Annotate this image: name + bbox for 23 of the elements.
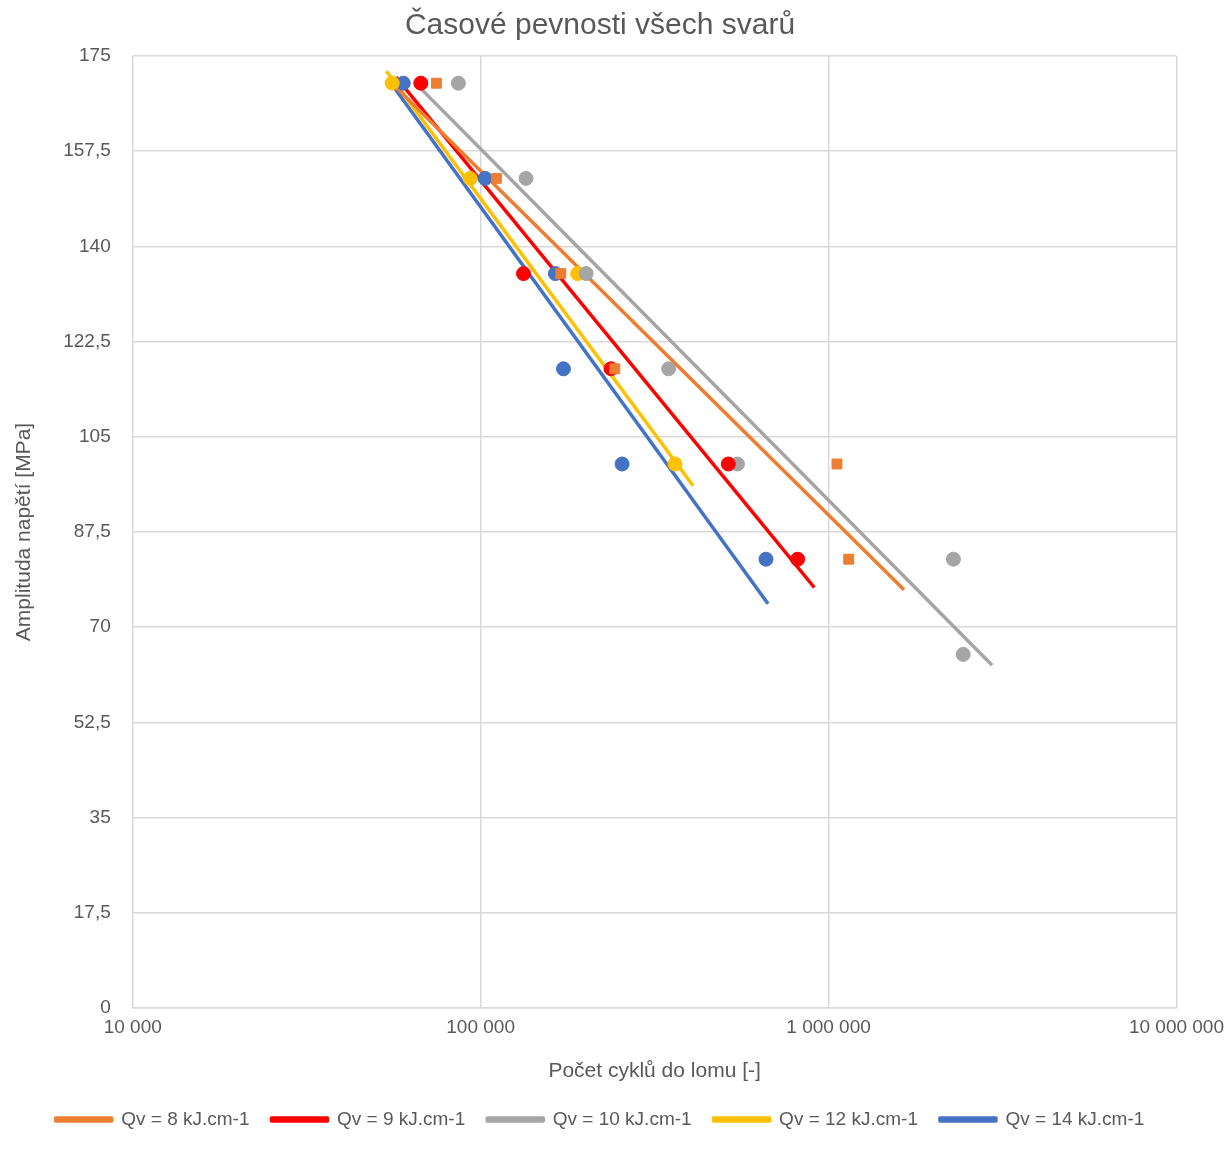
y-tick-label: 17,5 — [73, 901, 111, 923]
legend-label: Qv = 9 kJ.cm-1 — [336, 1107, 466, 1129]
x-axis-title: Počet cyklů do lomu [-] — [548, 1058, 761, 1082]
y-tick-label: 52,5 — [73, 710, 111, 732]
y-tick-label: 157,5 — [63, 139, 111, 161]
y-tick-label: 122,5 — [63, 329, 111, 351]
y-tick-label: 175 — [79, 44, 111, 66]
legend-label: Qv = 14 kJ.cm-1 — [1005, 1107, 1145, 1129]
legend-label: Qv = 8 kJ.cm-1 — [121, 1107, 250, 1129]
x-tick-label: 1 000 000 — [786, 1015, 871, 1037]
y-tick-label: 35 — [89, 805, 111, 827]
y-tick-label: 70 — [89, 615, 111, 637]
y-tick-label: 0 — [100, 996, 111, 1018]
x-tick-label: 10 000 — [103, 1015, 162, 1037]
legend-label: Qv = 10 kJ.cm-1 — [552, 1107, 692, 1129]
x-tick-label: 100 000 — [446, 1015, 515, 1037]
y-tick-label: 140 — [79, 234, 111, 256]
y-tick-label: 105 — [79, 425, 111, 447]
x-tick-label: 10 000 000 — [1128, 1015, 1224, 1037]
legend-label: Qv = 12 kJ.cm-1 — [779, 1107, 918, 1129]
chart-title: Časové pevnosti všech svarů — [404, 7, 796, 41]
y-tick-label: 87,5 — [73, 520, 111, 542]
y-axis-title: Amplituda napětí [MPa] — [11, 422, 35, 642]
